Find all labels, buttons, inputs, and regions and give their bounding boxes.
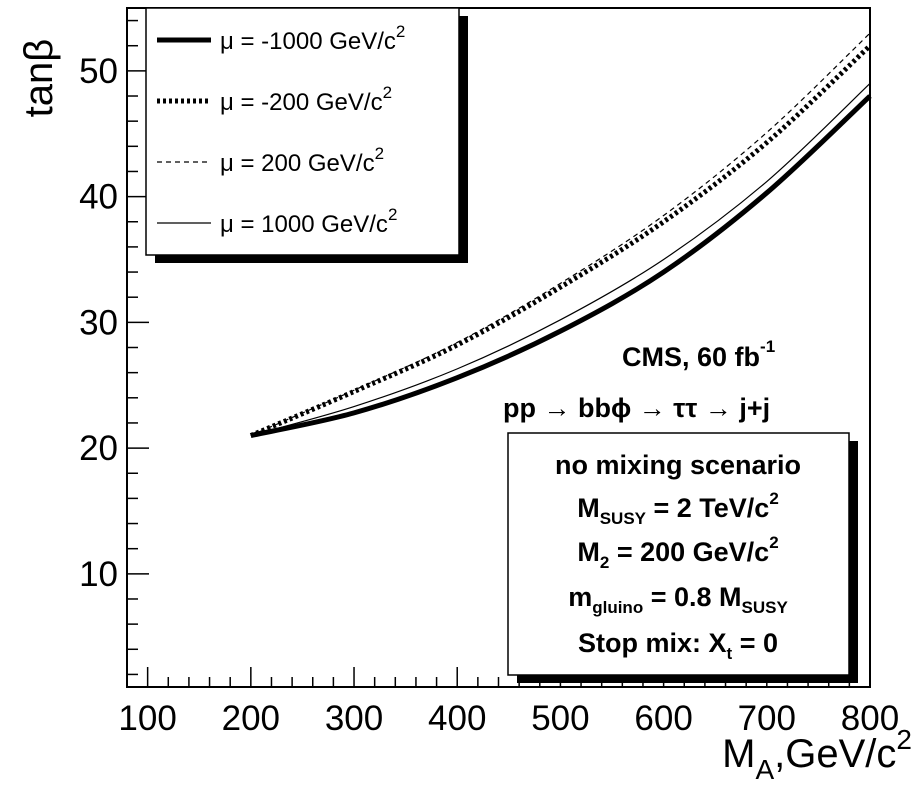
legend-label-sup: 2 (383, 83, 392, 102)
series-line-1 (250, 94, 872, 438)
legend-label: μ = 1000 GeV/c2 (220, 205, 397, 238)
scenario-line: Stop mix: Xt = 0 (578, 628, 778, 663)
scenario-line-rest: = 0.8 M (643, 582, 741, 612)
scenario-line-main: no mixing scenario (555, 450, 801, 480)
legend: μ = -1000 GeV/c2μ = -200 GeV/c2μ = 200 G… (145, 7, 468, 263)
x-axis-title: MA,GeV/c2 (722, 724, 912, 785)
legend-label-text: μ = 200 GeV/c (220, 150, 375, 177)
scenario-line-main: M (577, 537, 600, 567)
legend-label-sup: 2 (375, 144, 384, 163)
cms-label: CMS, 60 fb-1 (622, 337, 775, 372)
scenario-line-sub2: SUSY (742, 598, 789, 617)
scenario-line-sub: gluino (592, 598, 643, 617)
legend-label-sup: 2 (396, 22, 405, 41)
cms-label-sup: -1 (760, 337, 775, 356)
x-tick-label: 200 (222, 699, 280, 738)
scenario-line-main: m (568, 582, 592, 612)
legend-label-sup: 2 (388, 205, 397, 224)
x-axis-title-main: M (722, 732, 755, 776)
legend-label-text: μ = -200 GeV/c (220, 89, 383, 116)
x-tick-label: 500 (531, 699, 589, 738)
legend-entries: μ = -1000 GeV/c2μ = -200 GeV/c2μ = 200 G… (157, 22, 405, 238)
x-tick-label: 400 (428, 699, 486, 738)
x-axis-title-sub: A (755, 754, 774, 785)
x-tick-label: 100 (118, 699, 176, 738)
legend-label: μ = -200 GeV/c2 (220, 83, 392, 116)
scenario-line-main: Stop mix: X (578, 628, 727, 658)
scenario-line-sub: SUSY (600, 509, 647, 528)
scenario-line-rest: = 0 (732, 628, 778, 658)
x-axis-title-sup: 2 (896, 724, 912, 755)
scenario-line-rest: = 200 GeV/c (609, 537, 769, 567)
y-tick-label: 30 (79, 303, 118, 342)
x-tick-label: 800 (841, 699, 899, 738)
legend-box (145, 7, 460, 256)
series-line-2 (249, 43, 872, 438)
x-axis-title-rest: ,GeV/c (774, 732, 896, 776)
y-tick-label: 20 (79, 429, 118, 468)
scenario-line-sub: 2 (600, 553, 609, 572)
series-line-3 (250, 32, 871, 437)
process-label: pp → bbϕ → ττ → j+j (503, 393, 770, 423)
y-tick-label: 10 (79, 555, 118, 594)
scenario-line: M2 = 200 GeV/c2 (577, 533, 778, 572)
legend-label: μ = 200 GeV/c2 (220, 144, 384, 177)
scenario-line-rest: = 2 TeV/c (646, 493, 769, 523)
scenario-line-sup: 2 (769, 533, 778, 552)
y-axis: 10 20 30 40 50 (79, 19, 149, 676)
y-axis-title: tanβ (17, 39, 61, 118)
x-tick-label: 300 (325, 699, 383, 738)
series-line-4 (250, 83, 871, 437)
x-tick-label: 600 (634, 699, 692, 738)
legend-label-text: μ = -1000 GeV/c (220, 28, 396, 55)
legend-label-text: μ = 1000 GeV/c (220, 211, 388, 238)
cms-label-text: CMS, 60 fb (622, 342, 760, 372)
scenario-line: mgluino = 0.8 MSUSY (568, 582, 788, 617)
legend-label: μ = -1000 GeV/c2 (220, 22, 405, 55)
scenario-line-main: M (577, 493, 600, 523)
y-tick-label: 40 (79, 178, 118, 217)
scenario-line: MSUSY = 2 TeV/c2 (577, 489, 779, 528)
x-tick-label: 700 (738, 699, 796, 738)
y-tick-label: 50 (79, 52, 118, 91)
scenario-line-sub: t (727, 644, 733, 663)
scenario-line-sup: 2 (769, 489, 778, 508)
series-group (249, 32, 872, 438)
scenario-box-frame (507, 432, 850, 676)
scenario-line: no mixing scenario (555, 450, 801, 480)
